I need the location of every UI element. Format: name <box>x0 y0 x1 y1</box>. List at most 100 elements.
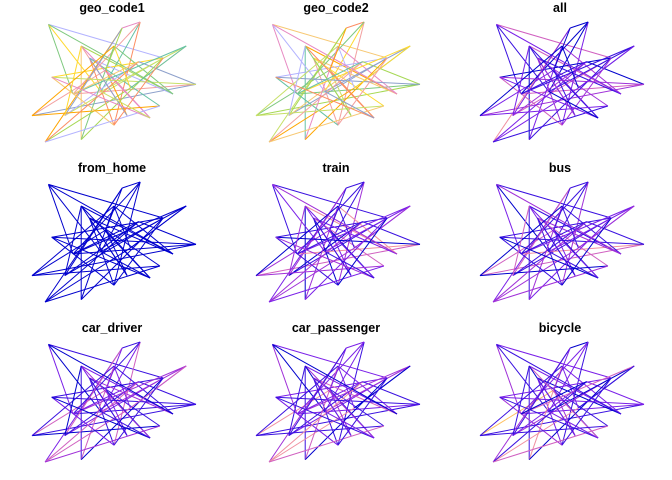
flow-line <box>288 61 363 117</box>
flow-line <box>528 365 563 460</box>
flow-line <box>268 87 355 143</box>
flow-line <box>548 411 599 439</box>
flow-line <box>561 365 579 409</box>
flow-line <box>520 21 589 95</box>
flow-line <box>275 76 375 119</box>
panel-geo_code1 <box>31 21 197 143</box>
flow-line <box>113 45 131 89</box>
panel-car_passenger <box>255 341 421 463</box>
flow-line <box>495 184 522 255</box>
flow-line <box>48 183 164 219</box>
flow-line <box>72 341 141 415</box>
flow-line <box>296 381 363 415</box>
flow-line <box>499 396 563 446</box>
flow-line <box>337 45 398 95</box>
flow-line <box>499 76 599 119</box>
flow-line <box>479 243 645 277</box>
flow-line <box>548 365 635 413</box>
flow-line <box>51 236 151 279</box>
flow-line <box>499 236 599 279</box>
panel-title-7: car_driver <box>81 321 143 335</box>
flow-line <box>337 377 388 446</box>
flow-line <box>100 45 187 93</box>
flow-line <box>362 61 421 85</box>
flow-line <box>304 205 339 300</box>
flow-line <box>80 205 115 300</box>
panel-title-6: bus <box>548 161 572 175</box>
flow-line <box>47 24 74 95</box>
flow-line <box>122 181 141 189</box>
flow-line <box>105 27 123 71</box>
flow-line <box>100 251 151 279</box>
flow-line <box>346 181 365 189</box>
panel-title-1: geo_code1 <box>79 1 145 15</box>
flow-line <box>337 21 365 126</box>
flow-line <box>578 365 635 409</box>
flow-line <box>561 181 589 286</box>
flow-line <box>51 396 115 446</box>
flow-line <box>288 347 347 436</box>
flow-line <box>512 381 587 437</box>
flow-line <box>272 24 326 92</box>
flow-line <box>537 377 609 427</box>
flow-line <box>272 23 388 59</box>
flow-line <box>324 91 375 119</box>
flow-line <box>272 183 388 219</box>
flow-line <box>72 221 139 255</box>
panel-bus <box>479 181 645 303</box>
flow-line <box>105 187 123 231</box>
flow-line <box>337 341 365 446</box>
flow-line <box>561 205 579 249</box>
flow-line <box>496 24 550 92</box>
flow-line <box>268 247 355 303</box>
flow-line <box>479 69 555 117</box>
flow-line <box>72 381 139 415</box>
flow-line <box>272 184 326 252</box>
flow-line <box>48 184 102 252</box>
flow-line <box>337 365 398 415</box>
flow-line <box>586 381 645 405</box>
flow-line <box>548 251 599 279</box>
flow-line <box>113 217 164 286</box>
flow-line <box>337 205 355 249</box>
flow-line <box>268 105 385 143</box>
flow-line <box>479 389 555 437</box>
flow-line <box>113 365 174 415</box>
flow-line <box>64 45 82 116</box>
flow-line <box>520 61 587 95</box>
flow-line <box>324 411 375 439</box>
flow-line <box>51 217 164 238</box>
panel-all <box>479 21 645 143</box>
flow-line <box>354 205 411 249</box>
flow-line <box>51 396 151 439</box>
flow-line <box>337 217 388 286</box>
flow-line <box>31 69 107 117</box>
flow-line <box>272 23 398 95</box>
flow-line <box>324 365 411 413</box>
flow-line <box>492 105 609 143</box>
flow-line <box>499 57 612 78</box>
flow-line <box>64 347 123 436</box>
flow-line <box>492 247 579 303</box>
flow-line <box>496 183 622 255</box>
flow-line <box>499 236 563 286</box>
flow-line <box>255 69 331 117</box>
flow-line <box>255 425 384 437</box>
flow-line <box>64 205 82 276</box>
flow-line <box>492 407 579 463</box>
panel-train <box>255 181 421 303</box>
flow-line <box>512 347 571 436</box>
flow-line <box>492 265 609 303</box>
flow-line <box>570 341 589 349</box>
flow-line <box>313 57 398 95</box>
flow-line <box>100 411 151 439</box>
flow-line <box>51 377 164 398</box>
flow-line <box>304 365 375 439</box>
panel-bicycle <box>479 341 645 463</box>
flow-line <box>537 377 622 415</box>
flow-line <box>496 183 612 219</box>
flow-line <box>528 45 599 119</box>
flow-line <box>255 403 421 437</box>
panel-title-3: all <box>553 1 567 15</box>
flow-line <box>313 377 385 427</box>
